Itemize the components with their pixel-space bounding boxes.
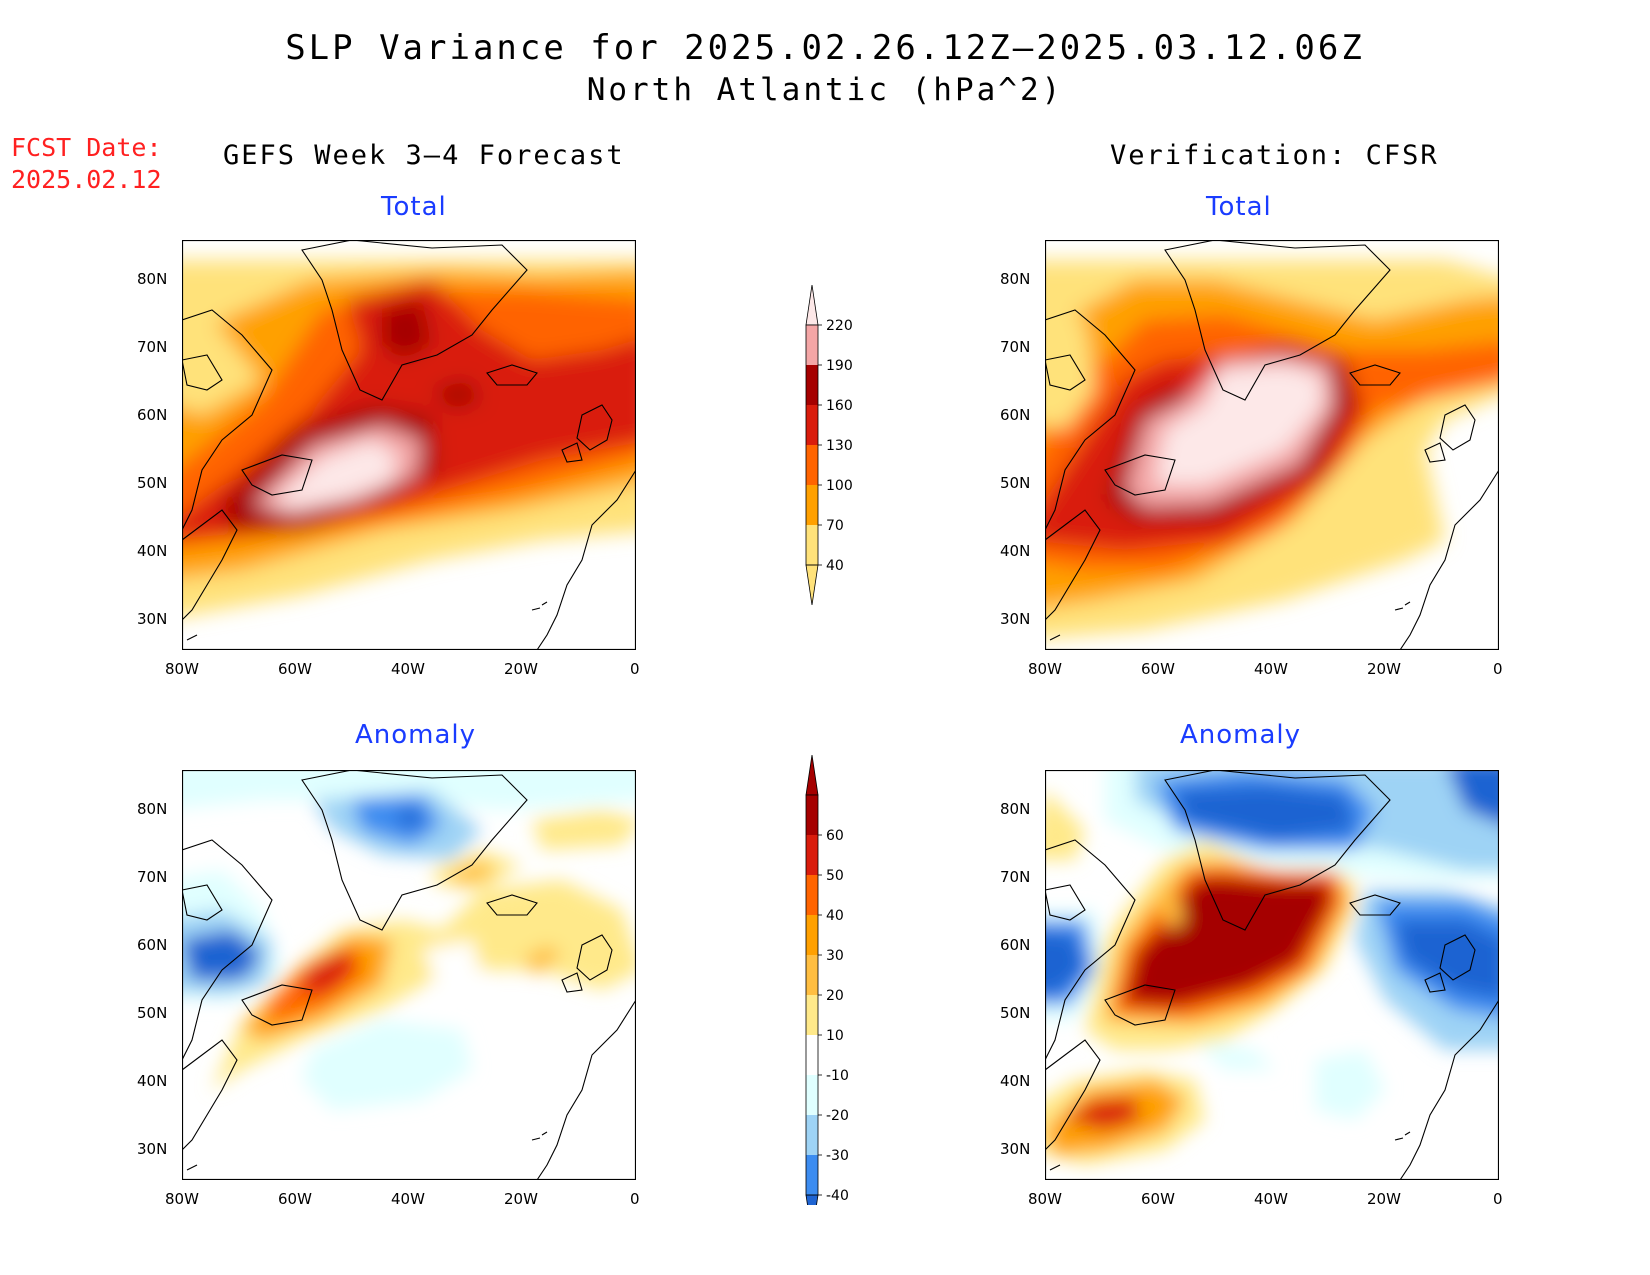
lon-label: 80W xyxy=(165,660,199,678)
lon-label: 60W xyxy=(1141,1190,1175,1208)
colorbar-anomaly-swatch xyxy=(806,1155,818,1195)
lon-label: 40W xyxy=(1254,1190,1288,1208)
colorbar-total-swatch xyxy=(806,525,818,565)
colorbar-anomaly-swatch xyxy=(806,1115,818,1155)
lat-label: 30N xyxy=(1000,1140,1031,1158)
colorbar-total-label: 160 xyxy=(826,398,853,414)
colorbar-total-label: 70 xyxy=(826,518,844,534)
lat-label: 70N xyxy=(137,868,168,886)
lat-label: 50N xyxy=(1000,1004,1031,1022)
map-verification-anomaly xyxy=(1045,770,1499,1180)
colorbar-anomaly-label: 10 xyxy=(826,1028,844,1044)
colorbar-total-swatch xyxy=(806,445,818,485)
lon-label: 20W xyxy=(504,660,538,678)
lon-label: 0 xyxy=(630,1190,640,1208)
lon-label: 60W xyxy=(278,660,312,678)
lat-label: 80N xyxy=(137,800,168,818)
colorbar-total-label: 100 xyxy=(826,478,853,494)
lat-label: 80N xyxy=(1000,800,1031,818)
colorbar-total-label: 40 xyxy=(826,558,844,574)
lat-label: 80N xyxy=(1000,270,1031,288)
lat-label: 70N xyxy=(1000,868,1031,886)
lon-label: 80W xyxy=(1028,1190,1062,1208)
colorbar-anomaly-label: -20 xyxy=(826,1108,849,1124)
lat-label: 60N xyxy=(1000,936,1031,954)
fcst-date-label: FCST Date: xyxy=(11,133,162,162)
colorbar-total: 220 190 160 130 100 70 40 xyxy=(805,285,853,606)
lon-label: 20W xyxy=(504,1190,538,1208)
colorbar-anomaly-label: 20 xyxy=(826,988,844,1004)
colorbar-total-swatch xyxy=(806,365,818,405)
lon-label: 40W xyxy=(391,1190,425,1208)
colorbar-anomaly-label: 50 xyxy=(826,868,844,884)
colorbar-total-swatch xyxy=(806,325,818,365)
lat-label: 50N xyxy=(137,474,168,492)
lat-label: 30N xyxy=(137,1140,168,1158)
colorbar-total-label: 130 xyxy=(826,438,853,454)
figure-title: SLP Variance for 2025.02.26.12Z–2025.03.… xyxy=(285,28,1365,68)
fcst-date-block: FCST Date: 2025.02.12 xyxy=(11,132,162,196)
lon-label: 0 xyxy=(630,660,640,678)
colorbar-anomaly-swatch xyxy=(806,1035,818,1075)
column-title-forecast: GEFS Week 3–4 Forecast xyxy=(223,140,625,171)
lat-label: 40N xyxy=(1000,1072,1031,1090)
column-title-verification: Verification: CFSR xyxy=(1110,140,1439,171)
lon-label: 0 xyxy=(1493,660,1503,678)
colorbar-anomaly-label: -10 xyxy=(826,1068,849,1084)
colorbar-anomaly-swatch xyxy=(806,955,818,995)
colorbar-total-label: 190 xyxy=(826,358,853,374)
map-forecast-total xyxy=(182,240,636,650)
colorbar-anomaly-swatch xyxy=(806,795,818,835)
lat-label: 30N xyxy=(137,610,168,628)
lat-label: 30N xyxy=(1000,610,1031,628)
colorbar-total-label: 220 xyxy=(826,318,853,334)
colorbar-anomaly-swatch xyxy=(806,1075,818,1115)
colorbar-anomaly-label: 60 xyxy=(826,828,844,844)
lat-label: 70N xyxy=(1000,338,1031,356)
lat-label: 60N xyxy=(137,406,168,424)
lat-label: 50N xyxy=(1000,474,1031,492)
lat-label: 40N xyxy=(1000,542,1031,560)
lat-label: 50N xyxy=(137,1004,168,1022)
panel-title-forecast-total: Total xyxy=(381,192,447,222)
panel-title-verification-anomaly: Anomaly xyxy=(1180,720,1302,750)
lat-label: 60N xyxy=(137,936,168,954)
colorbar-anomaly-swatch xyxy=(806,875,818,915)
lon-label: 60W xyxy=(1141,660,1175,678)
lat-label: 80N xyxy=(137,270,168,288)
map-verification-total xyxy=(1045,240,1499,650)
lon-label: 40W xyxy=(391,660,425,678)
colorbar-anomaly-label: -40 xyxy=(826,1188,849,1204)
lat-label: 60N xyxy=(1000,406,1031,424)
map-forecast-anomaly xyxy=(182,770,636,1180)
lon-label: 20W xyxy=(1367,660,1401,678)
lat-label: 40N xyxy=(137,1072,168,1090)
colorbar-anomaly-swatch xyxy=(806,995,818,1035)
lon-label: 0 xyxy=(1493,1190,1503,1208)
fcst-date-value: 2025.02.12 xyxy=(11,165,162,194)
figure-subtitle: North Atlantic (hPa^2) xyxy=(586,72,1064,108)
lon-label: 60W xyxy=(278,1190,312,1208)
colorbar-total-swatch xyxy=(806,405,818,445)
colorbar-anomaly: 60 50 40 30 20 10 -10 -20 -30 -40 xyxy=(805,755,849,1205)
colorbar-anomaly-label: 30 xyxy=(826,948,844,964)
lat-label: 70N xyxy=(137,338,168,356)
lon-label: 20W xyxy=(1367,1190,1401,1208)
colorbar-total-top-triangle xyxy=(805,285,819,326)
panel-title-verification-total: Total xyxy=(1206,192,1272,222)
lon-label: 80W xyxy=(165,1190,199,1208)
lat-label: 40N xyxy=(137,542,168,560)
colorbar-anomaly-top-triangle xyxy=(805,755,819,796)
colorbar-anomaly-label: 40 xyxy=(826,908,844,924)
panel-title-forecast-anomaly: Anomaly xyxy=(355,720,477,750)
colorbar-anomaly-swatch xyxy=(806,915,818,955)
colorbar-total-bottom-triangle xyxy=(805,564,819,606)
lon-label: 40W xyxy=(1254,660,1288,678)
colorbar-anomaly-bottom-triangle xyxy=(805,1194,819,1205)
colorbar-anomaly-swatch xyxy=(806,835,818,875)
colorbar-anomaly-label: -30 xyxy=(826,1148,849,1164)
colorbar-total-swatch xyxy=(806,485,818,525)
lon-label: 80W xyxy=(1028,660,1062,678)
